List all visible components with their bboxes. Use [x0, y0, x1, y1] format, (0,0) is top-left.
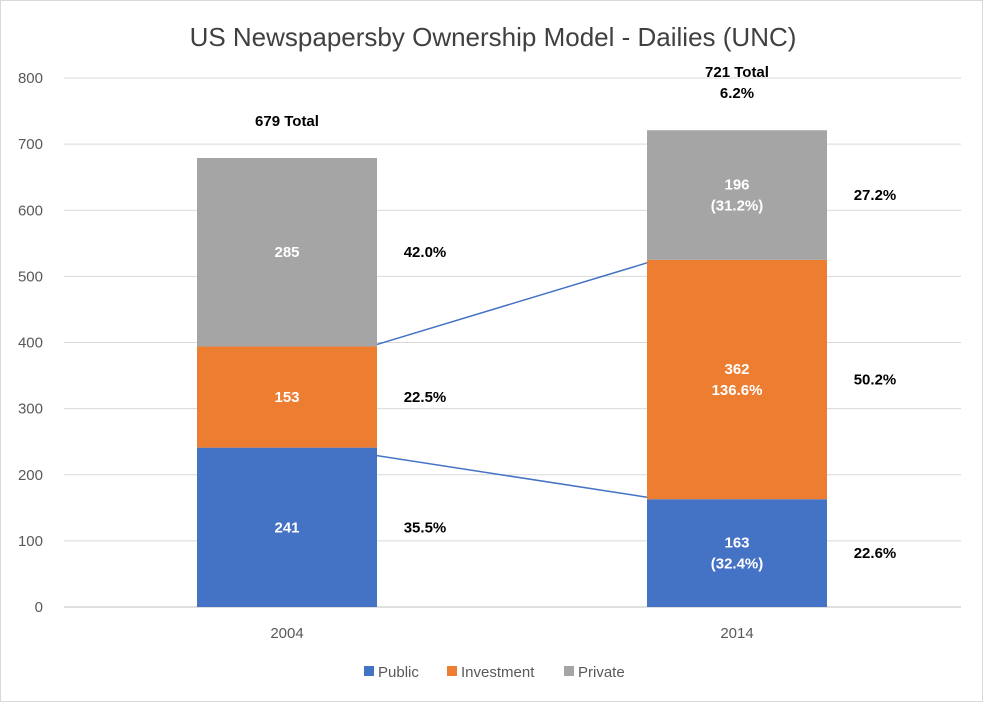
total-label-2014: 721 Total 6.2%	[705, 64, 769, 102]
y-tick-label: 800	[18, 70, 43, 87]
bar-public-2014	[647, 499, 827, 607]
segment-label-private-2004: 285	[274, 244, 299, 261]
connector-line-investment	[376, 262, 648, 346]
share-label-investment-2004: 22.5%	[404, 389, 447, 406]
segment-label-investment-2004: 153	[274, 389, 299, 406]
segment-label-public-2014: 163 (32.4%)	[711, 535, 764, 573]
y-tick-label: 700	[18, 136, 43, 153]
x-category-label: 2014	[720, 625, 753, 642]
axis-layer: 0 100 200 300 400 500 600 700 800 2004 2014	[18, 70, 754, 642]
y-tick-label: 0	[35, 599, 43, 616]
bar-investment-2004	[197, 346, 377, 448]
legend-swatch-private	[564, 666, 574, 676]
legend-label-private: Private	[578, 664, 625, 681]
labels-layer: 241 35.5% 153 22.5% 285 42.0% 679 Total 163 (32.…	[255, 64, 896, 572]
y-tick-label: 500	[18, 268, 43, 285]
y-tick-label: 100	[18, 533, 43, 550]
connector-layer	[376, 262, 648, 498]
chart-title: US Newspapersby Ownership Model - Dailie…	[190, 22, 797, 52]
share-label-investment-2014: 50.2%	[854, 372, 897, 389]
bar-investment-2014	[647, 259, 827, 500]
legend-swatch-investment	[447, 666, 457, 676]
share-label-public-2004: 35.5%	[404, 519, 447, 536]
x-category-label: 2004	[270, 625, 303, 642]
bar-private-2004	[197, 158, 377, 347]
segment-label-investment-2014: 362 136.6%	[712, 361, 763, 399]
legend-label-investment: Investment	[461, 664, 535, 681]
legend-swatch-public	[364, 666, 374, 676]
y-tick-label: 300	[18, 401, 43, 418]
bar-private-2014	[647, 130, 827, 260]
connector-line-public	[376, 454, 648, 498]
share-label-private-2004: 42.0%	[404, 244, 447, 261]
y-tick-label: 200	[18, 467, 43, 484]
y-tick-label: 600	[18, 202, 43, 219]
segment-label-public-2004: 241	[274, 519, 299, 536]
bar-public-2004	[197, 447, 377, 607]
y-tick-label: 400	[18, 335, 43, 352]
segment-label-private-2014: 196 (31.2%)	[711, 177, 764, 215]
share-label-public-2014: 22.6%	[854, 545, 897, 562]
bars-layer	[197, 130, 827, 607]
chart-legend: Public Investment Private	[364, 664, 625, 681]
total-label-2004: 679 Total	[255, 113, 319, 130]
legend-label-public: Public	[378, 664, 419, 681]
share-label-private-2014: 27.2%	[854, 187, 897, 204]
